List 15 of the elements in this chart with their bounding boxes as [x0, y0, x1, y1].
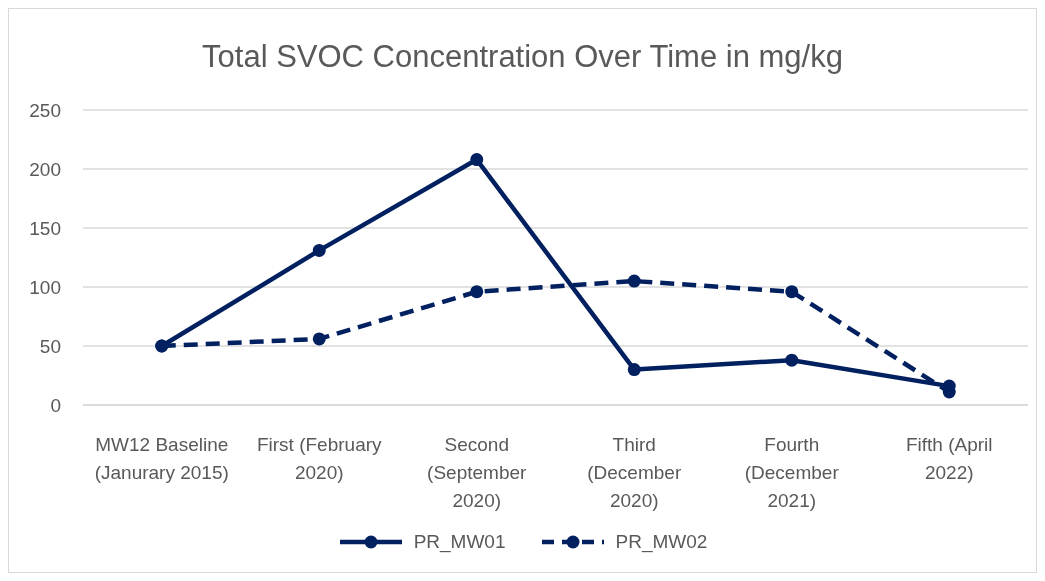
x-tick-label: First (February 2020)	[256, 434, 383, 483]
x-tick-label: Fourth (December 2021)	[744, 434, 840, 511]
x-tick-label: Second (September 2020)	[427, 434, 528, 511]
x-tick-label: Fifth (April 2022)	[905, 434, 993, 483]
legend-label: PR_MW01	[413, 531, 506, 552]
y-tick-label: 200	[29, 158, 61, 180]
x-tick-label: Third (December 2020)	[587, 434, 682, 511]
y-tick-label: 50	[39, 335, 61, 357]
chart-title: Total SVOC Concentration Over Time in mg/kg	[202, 39, 843, 74]
y-tick-label: 250	[29, 99, 61, 121]
y-tick-label: 0	[50, 394, 61, 416]
y-tick-label: 100	[29, 276, 61, 298]
y-tick-label: 150	[29, 217, 61, 239]
x-tick-label: MW12 Baseline (Janurary 2015)	[94, 434, 229, 483]
legend-label: PR_MW02	[615, 531, 708, 552]
